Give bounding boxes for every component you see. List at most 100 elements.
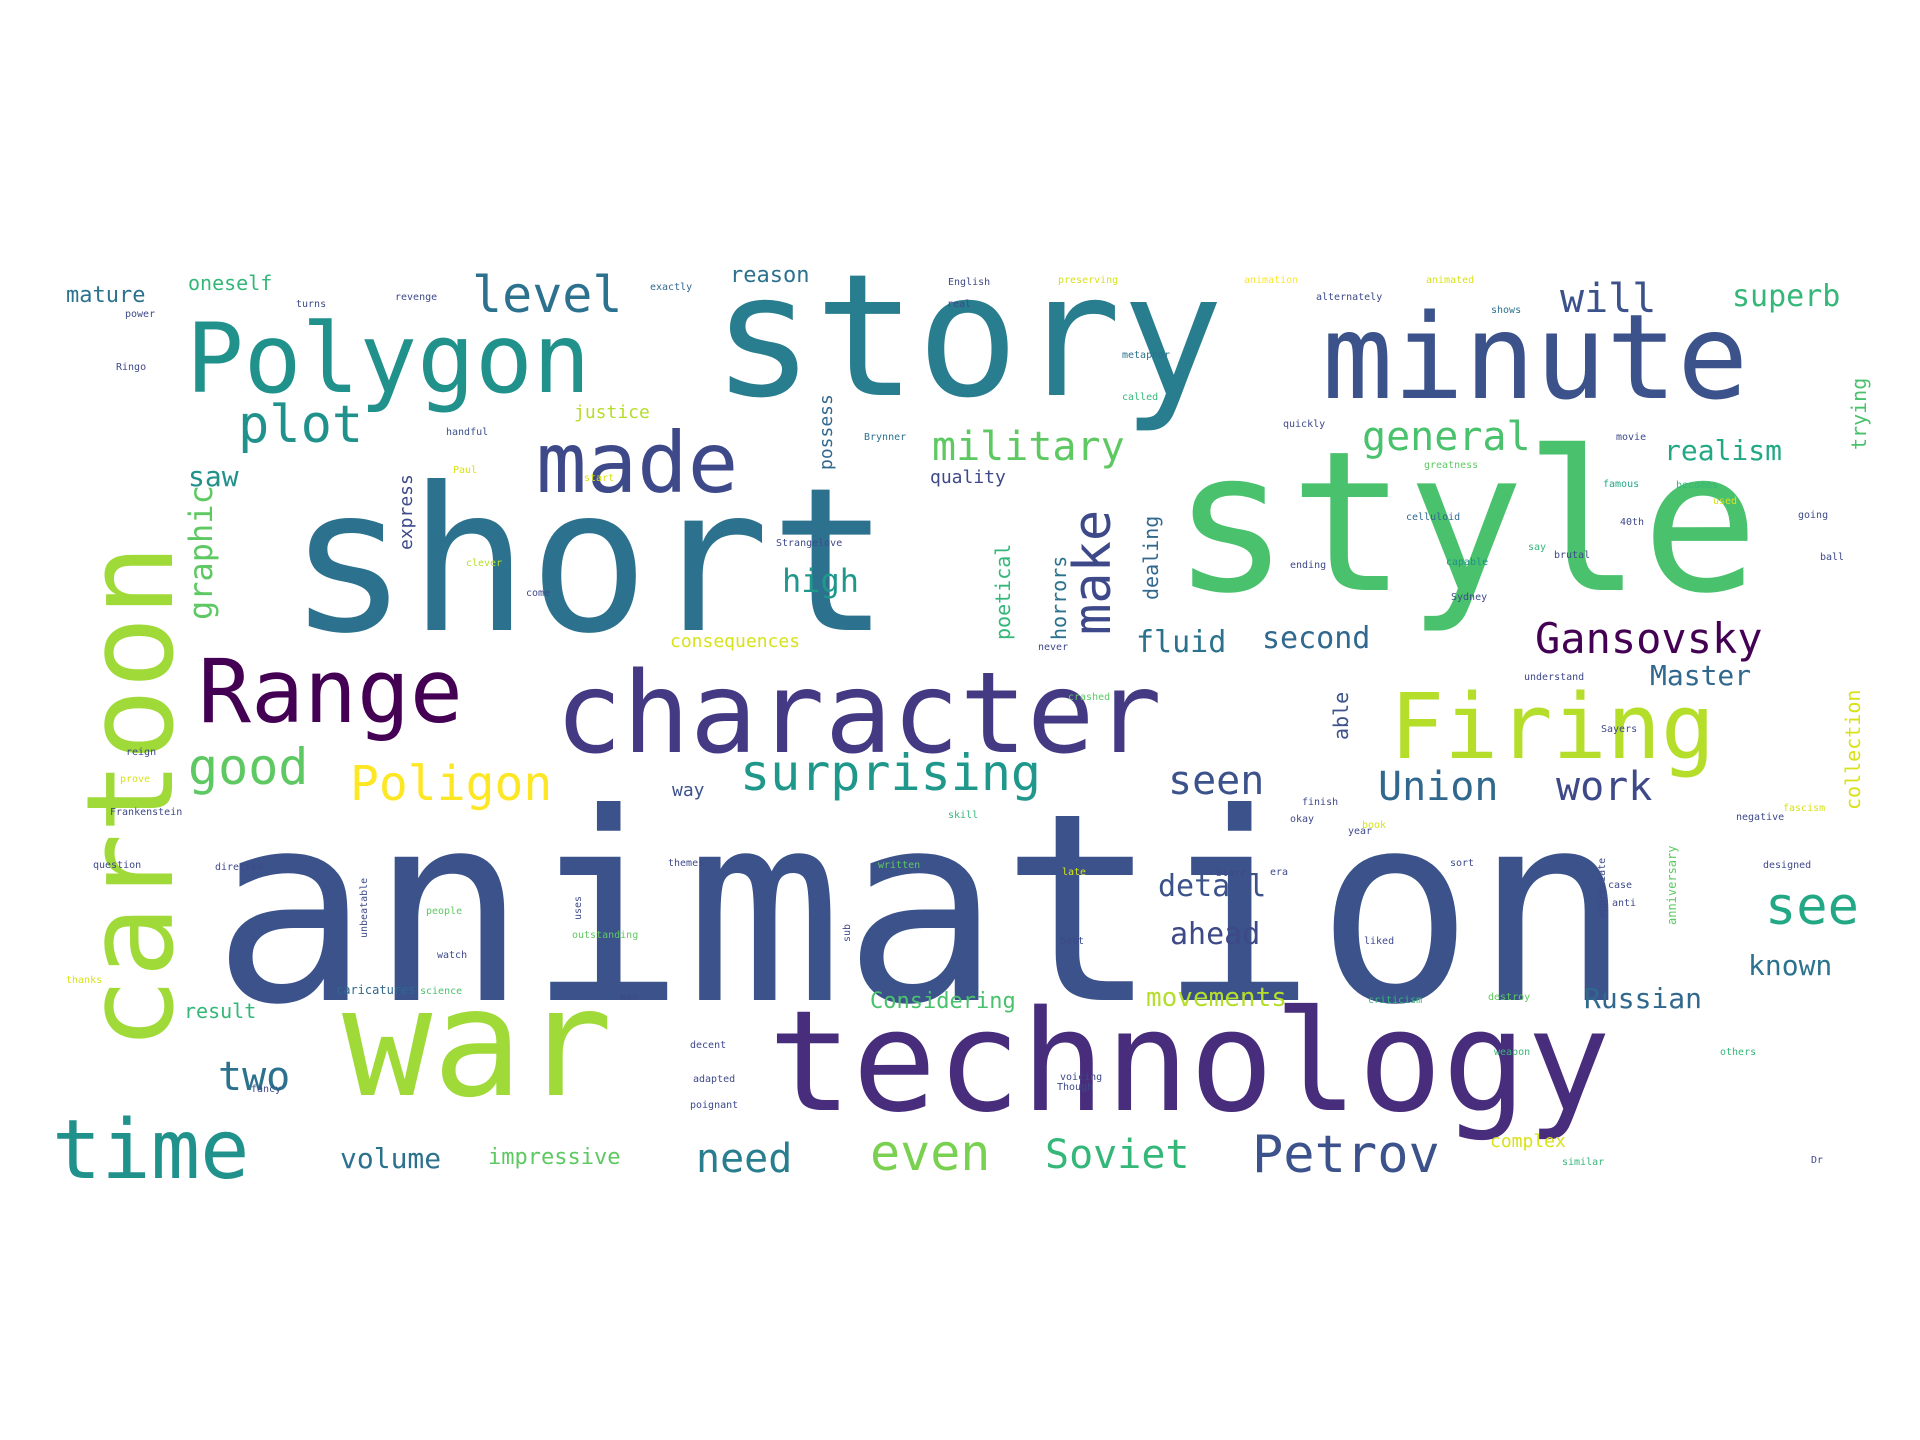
cloud-word: impressive: [488, 1145, 620, 1170]
cloud-word: say: [1528, 542, 1546, 553]
cloud-word: era: [1270, 867, 1288, 878]
cloud-word: Petrov: [1252, 1125, 1440, 1185]
cloud-word: sort: [1450, 858, 1474, 869]
cloud-word: ahead: [1170, 917, 1260, 952]
cloud-word: Russian: [1584, 982, 1702, 1015]
cloud-word: story: [712, 238, 1224, 436]
cloud-word: case: [1608, 880, 1632, 891]
cloud-word: written: [878, 860, 920, 871]
cloud-word: Sayers: [1601, 724, 1637, 735]
cloud-word: man: [620, 992, 638, 1003]
cloud-word: able: [1329, 692, 1353, 740]
cloud-word: English: [948, 277, 990, 288]
cloud-word: criticism: [1368, 995, 1422, 1006]
cloud-word: plot: [238, 395, 363, 455]
cloud-word: cartoon: [62, 544, 201, 1050]
cloud-word: weapon: [1494, 1047, 1530, 1058]
cloud-word: second: [1262, 621, 1370, 656]
cloud-word: Firing: [1390, 675, 1715, 780]
cloud-word: never: [1038, 642, 1068, 653]
cloud-word: Frankenstein: [110, 807, 182, 818]
cloud-word: ball: [1820, 552, 1844, 563]
cloud-word: best: [1060, 936, 1084, 947]
cloud-word: poetical: [991, 544, 1015, 640]
cloud-word: Range: [198, 640, 463, 743]
cloud-word: animated: [1426, 275, 1474, 286]
cloud-word: used: [1713, 496, 1737, 507]
cloud-word: similar: [1562, 1157, 1604, 1168]
cloud-word: preserving: [1058, 275, 1118, 286]
cloud-word: high: [782, 562, 859, 600]
cloud-word: anniversary: [1665, 846, 1679, 925]
cloud-word: Strangelove: [776, 538, 842, 549]
cloud-word: horrors: [1047, 556, 1071, 640]
cloud-word: skill: [948, 810, 978, 821]
cloud-word: designed: [1763, 860, 1811, 871]
cloud-word: unbeatable: [359, 878, 370, 938]
cloud-word: revenge: [395, 292, 437, 303]
cloud-word: possess: [816, 394, 837, 470]
cloud-word: even: [870, 1124, 990, 1182]
cloud-word: year: [1348, 826, 1372, 837]
cloud-word: Gansovsky: [1535, 614, 1763, 663]
cloud-word: Master: [1650, 659, 1751, 692]
cloud-word: seen: [1168, 758, 1264, 804]
cloud-word: finish: [1302, 797, 1338, 808]
cloud-word: way: [672, 780, 705, 801]
cloud-word: quickly: [1283, 419, 1325, 430]
cloud-word: style: [1172, 409, 1759, 636]
cloud-word: sub: [842, 924, 853, 942]
cloud-word: collection: [1841, 690, 1865, 810]
cloud-word: time: [52, 1103, 249, 1198]
cloud-word: fascism: [1783, 803, 1825, 814]
cloud-word: others: [1720, 1047, 1756, 1058]
cloud-word: appreciate: [1597, 858, 1608, 918]
cloud-word: Starr: [1216, 868, 1246, 879]
cloud-word: greatness: [1424, 460, 1478, 471]
cloud-word: will: [1560, 276, 1656, 322]
cloud-word: reason: [730, 263, 809, 288]
cloud-word: crashed: [1068, 692, 1110, 703]
cloud-word: negative: [1736, 812, 1784, 823]
cloud-word: Poligon: [350, 756, 552, 812]
cloud-word: trying: [1847, 378, 1871, 450]
cloud-word: general: [1362, 414, 1531, 460]
cloud-word: mature: [66, 283, 145, 308]
cloud-word: caricatures: [336, 983, 415, 997]
cloud-word: Though: [1057, 1082, 1093, 1093]
cloud-word: consequences: [670, 631, 800, 652]
cloud-word: watch: [437, 950, 467, 961]
cloud-word: science: [420, 986, 462, 997]
cloud-word: becomes: [1676, 480, 1718, 491]
cloud-word: surprising: [740, 744, 1041, 802]
cloud-word: animation: [1244, 275, 1298, 286]
cloud-word: animation: [212, 757, 1632, 1062]
cloud-word: come: [526, 588, 550, 599]
cloud-word: realism: [1664, 434, 1782, 467]
cloud-word: Polygon: [186, 303, 591, 415]
cloud-word: good: [188, 738, 308, 796]
cloud-word: power: [125, 309, 155, 320]
cloud-word: war: [342, 957, 613, 1131]
cloud-word: make: [1063, 510, 1123, 635]
cloud-word: reign: [126, 747, 156, 758]
cloud-word: Paul: [453, 465, 477, 476]
cloud-word: made: [536, 414, 738, 512]
cloud-word: adapted: [693, 1074, 735, 1085]
cloud-word: clever: [466, 558, 502, 569]
cloud-word: question: [93, 860, 141, 871]
cloud-word: celluloid: [1406, 512, 1460, 523]
cloud-word: directed: [215, 862, 263, 873]
cloud-word: fancy: [251, 1084, 281, 1095]
cloud-word: work: [1556, 764, 1652, 810]
cloud-word: oneself: [188, 271, 272, 295]
cloud-word: level: [472, 266, 623, 324]
cloud-word: okay: [1290, 814, 1314, 825]
cloud-word: famous: [1603, 479, 1639, 490]
cloud-word: express: [396, 474, 417, 550]
cloud-word: destroy: [1488, 992, 1530, 1003]
cloud-word: character: [555, 649, 1162, 779]
cloud-word: uses: [573, 896, 584, 920]
